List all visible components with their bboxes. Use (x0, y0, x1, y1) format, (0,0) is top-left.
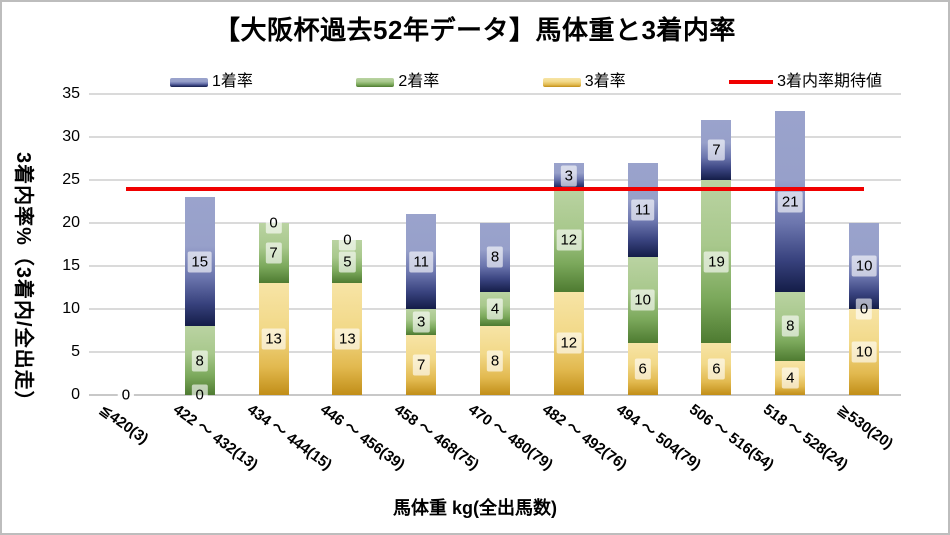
data-label: 8 (782, 315, 799, 337)
data-label: 0 (855, 298, 873, 320)
data-label: 13 (261, 328, 286, 350)
data-label: 12 (556, 229, 582, 251)
gridline (89, 394, 901, 396)
y-tick-label: 20 (62, 214, 80, 231)
legend-item-expected-top3-rate: 3着内率期待値 (729, 72, 882, 92)
data-label: 10 (851, 341, 877, 363)
y-tick-label: 35 (62, 85, 80, 102)
data-label: 11 (630, 199, 655, 221)
data-label: 10 (630, 289, 655, 311)
y-tick-label: 30 (62, 128, 80, 145)
gridline (89, 93, 901, 95)
legend-swatch-first-place-rate (170, 77, 208, 87)
data-label: 7 (413, 354, 430, 376)
data-label: 0 (117, 384, 135, 406)
data-label: 8 (486, 350, 504, 372)
x-category-label: ≦420(3) (95, 401, 152, 448)
gridline (89, 222, 901, 224)
data-label: 0 (191, 384, 208, 406)
x-axis-title: 馬体重 kg(全出馬数) (393, 498, 557, 518)
y-tick-label: 0 (71, 386, 80, 403)
gridline (89, 136, 901, 138)
data-label: 6 (634, 358, 651, 380)
data-label: 4 (782, 367, 799, 389)
data-label: 3 (560, 165, 577, 187)
data-label: 15 (187, 251, 213, 273)
y-axis-title: 3着内率%（3着内/全出走） (12, 152, 34, 412)
legend-item-first-place-rate: 1着率 (170, 72, 253, 92)
data-label: 3 (413, 311, 430, 333)
data-label: 12 (556, 332, 582, 354)
legend-item-third-place-rate: 3着率 (542, 72, 626, 92)
legend-swatch-third-place-rate (542, 77, 581, 87)
data-label: 6 (708, 358, 725, 380)
y-tick-label: 15 (62, 257, 80, 274)
legend-label: 1着率 (212, 73, 253, 90)
data-label: 19 (704, 251, 729, 273)
data-label: 7 (708, 139, 725, 161)
legend-label: 2着率 (398, 73, 440, 90)
legend: 1着率 2着率 3着率 3着内率期待値 (170, 71, 882, 93)
chart-title: 【大阪杯過去52年データ】馬体重と3着内率 (214, 15, 736, 45)
data-label: 5 (339, 251, 356, 273)
data-label: 8 (191, 350, 208, 372)
data-label: 0 (265, 212, 282, 234)
legend-label: 3着率 (584, 73, 626, 90)
legend-item-second-place-rate: 2着率 (356, 72, 439, 92)
legend-label: 3着内率期待値 (777, 73, 882, 90)
data-label: 4 (486, 298, 504, 320)
y-tick-label: 10 (62, 300, 80, 317)
data-label: 21 (777, 191, 803, 212)
legend-swatch-expected-top3-rate (729, 80, 774, 84)
x-category-label: ≧530(20) (834, 401, 897, 453)
y-tick-label: 25 (62, 171, 80, 188)
plot-area: 0000815137013507311848121236101161974821… (89, 93, 901, 406)
data-label: 0 (339, 229, 356, 251)
gridline (89, 179, 901, 181)
data-label: 13 (335, 328, 360, 350)
data-label: 8 (486, 246, 504, 268)
y-tick-label: 5 (71, 343, 80, 360)
data-label: 11 (409, 251, 433, 273)
legend-swatch-second-place-rate (356, 77, 395, 87)
data-label: 7 (265, 242, 282, 264)
data-label: 10 (851, 255, 877, 277)
expected-rate-line (125, 186, 865, 191)
